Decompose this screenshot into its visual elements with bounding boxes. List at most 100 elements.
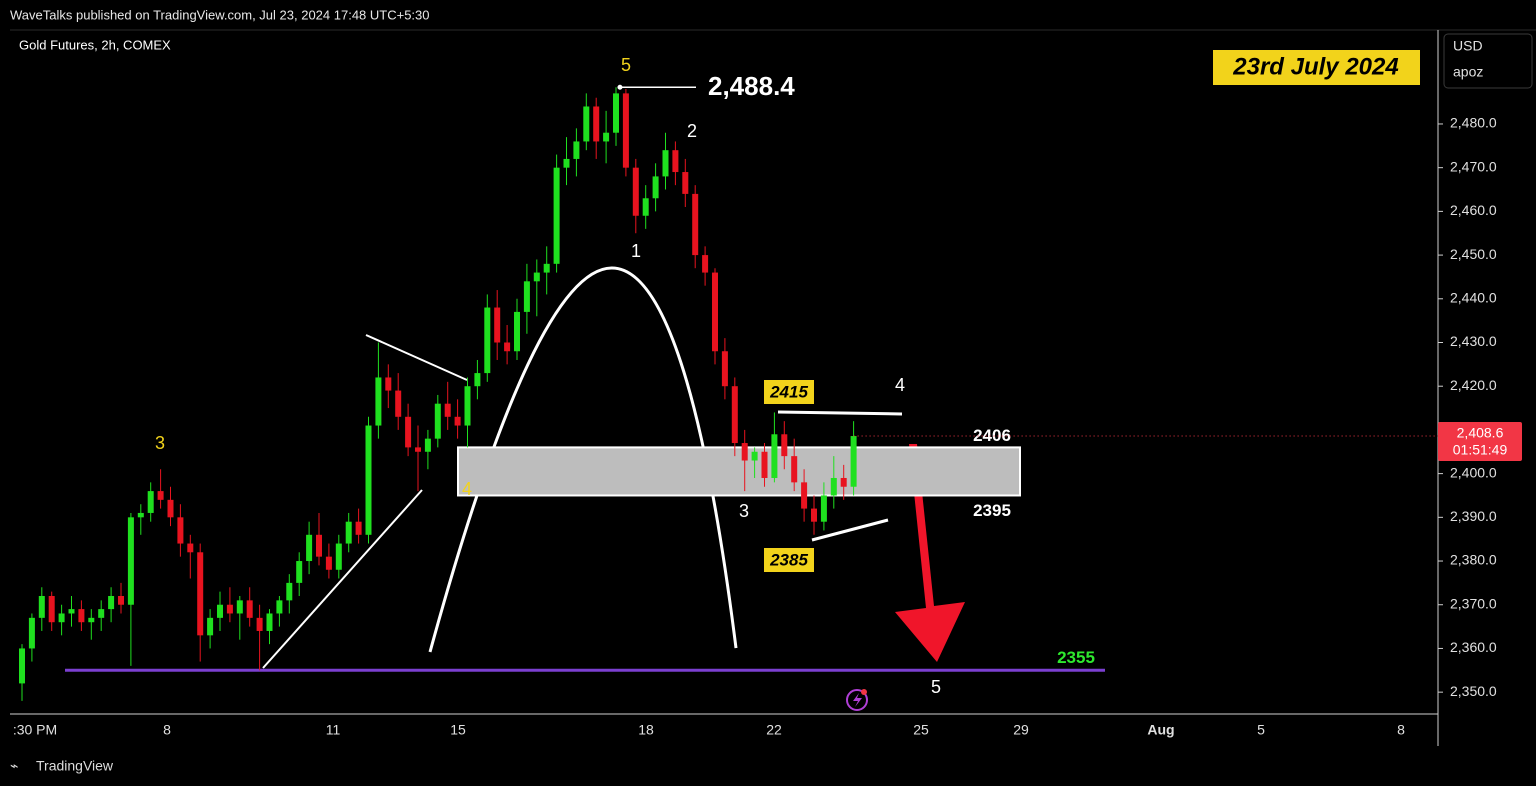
candle-body — [484, 307, 491, 374]
candle-body — [504, 342, 511, 352]
candle-body — [38, 595, 45, 618]
candle-body — [316, 534, 322, 557]
candle-body — [721, 351, 728, 387]
candle-body — [702, 255, 709, 273]
candle-body — [474, 373, 481, 387]
level-label: 2385 — [769, 550, 808, 569]
date-label: 23rd July 2024 — [1232, 53, 1398, 80]
trend-line — [777, 410, 903, 416]
candle-body — [850, 436, 857, 487]
candle-body — [98, 609, 105, 618]
candle-body — [325, 556, 332, 570]
candle-body — [345, 521, 352, 544]
candle-body — [434, 403, 441, 439]
candle-body — [692, 193, 699, 256]
event-icon[interactable] — [846, 689, 868, 711]
x-tick-label: 8 — [163, 722, 171, 738]
candle-body — [622, 93, 629, 168]
candle-body — [593, 106, 600, 142]
candle-body — [187, 543, 194, 553]
candle-body — [415, 447, 421, 452]
y-tick-label: 2,440.0 — [1450, 289, 1497, 305]
last-price-tag — [1438, 422, 1522, 462]
candle-body — [454, 416, 461, 426]
candle-body — [246, 600, 253, 618]
candle-body — [424, 438, 431, 452]
zone-top-label: 2406 — [973, 426, 1011, 445]
candle-body — [207, 617, 214, 636]
candle-body — [642, 198, 649, 216]
wave-label: 5 — [931, 677, 941, 697]
zone-bottom-label: 2395 — [973, 501, 1011, 520]
candle-body — [444, 403, 451, 417]
y-tick-label: 2,400.0 — [1450, 464, 1497, 480]
candle-body — [405, 416, 412, 448]
candle-body — [157, 491, 164, 500]
candle-body — [58, 613, 65, 623]
x-tick-label: Aug — [1147, 722, 1174, 738]
footer-brand: TradingView — [36, 758, 114, 774]
candle-body — [632, 167, 639, 216]
symbol-title[interactable]: Gold Futures, 2h, COMEX — [19, 37, 171, 52]
candle-body — [731, 386, 738, 444]
peak-label: 2,488.4 — [708, 71, 795, 101]
candle-body — [494, 307, 501, 343]
candle-body — [603, 132, 610, 142]
footer-logo: ⌁ — [10, 758, 18, 774]
x-tick-label: 25 — [913, 722, 929, 738]
candle-body — [147, 491, 154, 513]
candle-body — [28, 617, 35, 649]
candle-body — [118, 595, 124, 605]
trend-line — [811, 518, 889, 542]
candle-body — [840, 477, 847, 487]
candle-body — [543, 263, 550, 273]
candle-body — [276, 600, 283, 614]
x-tick-label: 8 — [1397, 722, 1405, 738]
x-tick-label: 29 — [1013, 722, 1029, 738]
y-tick-label: 2,380.0 — [1450, 552, 1497, 568]
candle-body — [48, 595, 55, 623]
candle-body — [365, 425, 372, 535]
x-tick-label: 5 — [1257, 722, 1265, 738]
y-tick-label: 2,360.0 — [1450, 639, 1497, 655]
candle-body — [266, 613, 273, 631]
y-tick-label: 2,390.0 — [1450, 508, 1497, 524]
wave-label: 3 — [155, 433, 165, 453]
currency-box[interactable] — [1443, 33, 1533, 89]
candle-body — [127, 517, 134, 605]
candle-body — [385, 377, 392, 391]
candle-body — [583, 106, 590, 142]
candle-body — [167, 499, 174, 518]
trend-line — [365, 334, 468, 381]
wave-label: 4 — [895, 375, 905, 395]
candle-body — [335, 543, 342, 570]
wave-label: 4 — [462, 479, 472, 499]
y-tick-label: 2,460.0 — [1450, 202, 1497, 218]
y-tick-label: 2,480.0 — [1450, 115, 1497, 131]
candle-body — [137, 512, 144, 518]
level-box — [764, 380, 814, 404]
date-box — [1213, 50, 1420, 85]
candle-body — [306, 534, 313, 562]
candle-body — [563, 158, 570, 168]
down-arrow — [895, 444, 965, 662]
candle-body — [296, 561, 303, 583]
candle-body — [375, 377, 382, 426]
candles — [19, 87, 857, 701]
level-box — [764, 548, 814, 572]
y-tick-label: 2,350.0 — [1450, 683, 1497, 699]
currency[interactable]: USD — [1453, 38, 1483, 54]
candle-body — [533, 272, 540, 282]
last-price-label: 2,408.6 — [1457, 425, 1504, 441]
candle-body — [68, 609, 75, 614]
candle-body — [108, 595, 115, 610]
candle-body — [19, 648, 25, 684]
candle-body — [761, 451, 768, 478]
y-tick-label: 2,430.0 — [1450, 333, 1497, 349]
candle-body — [652, 176, 659, 199]
indicator-name[interactable]: apoz — [1453, 64, 1483, 80]
x-tick-label: 22 — [766, 722, 782, 738]
level-label: 2415 — [769, 382, 808, 401]
candle-body — [286, 582, 293, 601]
